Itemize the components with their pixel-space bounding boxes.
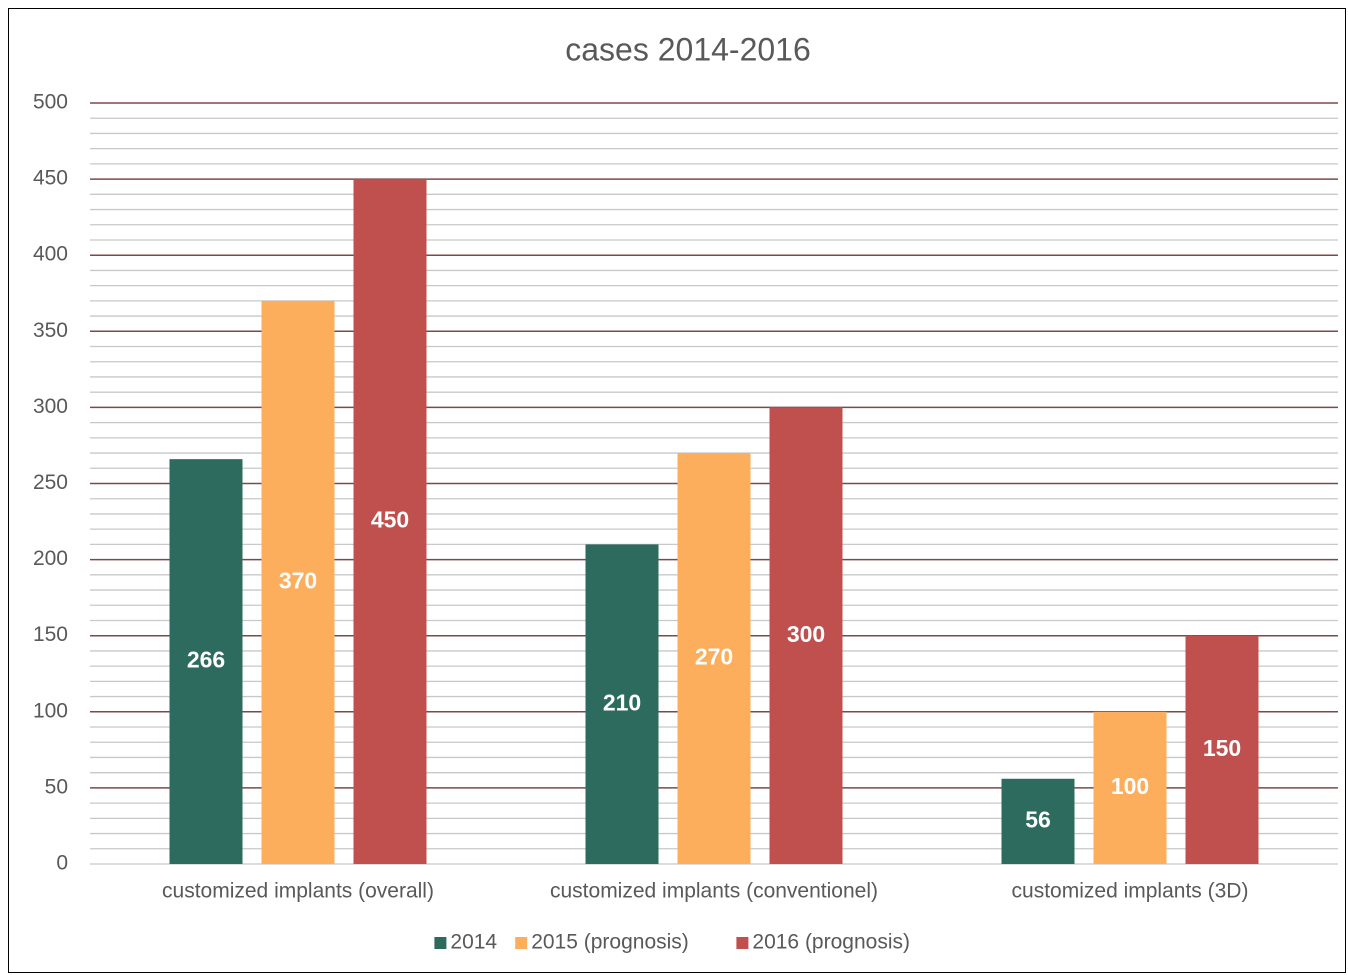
y-tick-label: 500 [33, 91, 68, 114]
bar [1185, 635, 1259, 864]
bar [677, 453, 751, 864]
y-tick-label: 150 [33, 623, 68, 646]
data-label: 450 [371, 507, 409, 533]
y-tick-label: 300 [33, 395, 68, 418]
data-label: 270 [695, 644, 733, 670]
bar [353, 179, 427, 865]
bar [1093, 711, 1167, 864]
data-label: 300 [787, 621, 825, 647]
x-tick-label: customized implants (overall) [162, 880, 434, 903]
bar [1001, 778, 1075, 864]
legend-label: 2016 (prognosis) [752, 931, 910, 954]
data-label: 56 [1025, 806, 1051, 832]
bar [169, 459, 243, 864]
y-tick-label: 200 [33, 547, 68, 570]
legend-label: 2015 (prognosis) [531, 931, 689, 954]
x-tick-label: customized implants (conventionel) [550, 880, 878, 903]
bar [261, 300, 335, 864]
y-tick-label: 350 [33, 319, 68, 342]
data-label: 100 [1111, 773, 1149, 799]
y-tick-label: 250 [33, 471, 68, 494]
y-tick-label: 100 [33, 699, 68, 722]
data-label: 370 [279, 568, 317, 594]
chart-border [8, 8, 1346, 973]
bar [769, 407, 843, 864]
legend-swatch [515, 937, 528, 949]
legend-swatch [434, 937, 447, 949]
bar [585, 544, 659, 864]
legend-swatch [736, 937, 749, 949]
y-tick-label: 450 [33, 167, 68, 190]
chart-title: cases 2014-2016 [565, 31, 811, 67]
data-label: 266 [187, 647, 225, 673]
data-label: 210 [603, 689, 641, 715]
x-tick-label: customized implants (3D) [1012, 880, 1249, 903]
y-tick-label: 0 [56, 852, 68, 875]
data-label: 150 [1203, 735, 1241, 761]
y-tick-label: 400 [33, 243, 68, 266]
y-tick-label: 50 [45, 775, 68, 798]
legend-label: 2014 [450, 931, 497, 954]
